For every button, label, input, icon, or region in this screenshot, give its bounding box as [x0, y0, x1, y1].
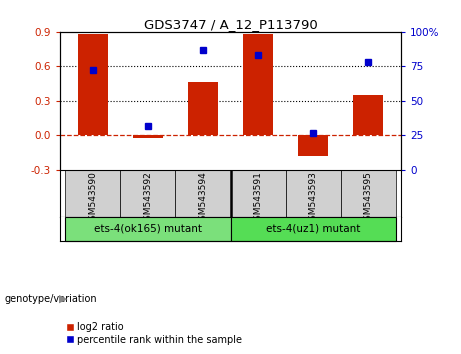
- Bar: [120, 170, 176, 217]
- Bar: [188, 82, 218, 135]
- Bar: [353, 95, 383, 135]
- Text: GSM543592: GSM543592: [143, 171, 153, 226]
- Title: GDS3747 / A_12_P113790: GDS3747 / A_12_P113790: [144, 18, 317, 31]
- Legend: log2 ratio, percentile rank within the sample: log2 ratio, percentile rank within the s…: [65, 321, 243, 346]
- Text: GSM543593: GSM543593: [308, 171, 318, 226]
- Bar: [341, 170, 396, 217]
- Text: genotype/variation: genotype/variation: [5, 294, 97, 304]
- Text: GSM543595: GSM543595: [364, 171, 372, 226]
- Bar: [78, 34, 108, 135]
- Bar: [65, 170, 120, 217]
- Bar: [65, 217, 230, 241]
- Bar: [230, 170, 285, 217]
- Bar: [176, 170, 230, 217]
- Text: ets-4(uz1) mutant: ets-4(uz1) mutant: [266, 224, 360, 234]
- Text: GSM543590: GSM543590: [89, 171, 97, 226]
- Text: GSM543591: GSM543591: [254, 171, 262, 226]
- Bar: [230, 217, 396, 241]
- Text: ▶: ▶: [59, 294, 67, 304]
- Text: ets-4(ok165) mutant: ets-4(ok165) mutant: [94, 224, 202, 234]
- Bar: [298, 135, 328, 156]
- Bar: [133, 135, 163, 138]
- Bar: [285, 170, 341, 217]
- Text: GSM543594: GSM543594: [199, 171, 207, 226]
- Bar: [243, 34, 273, 135]
